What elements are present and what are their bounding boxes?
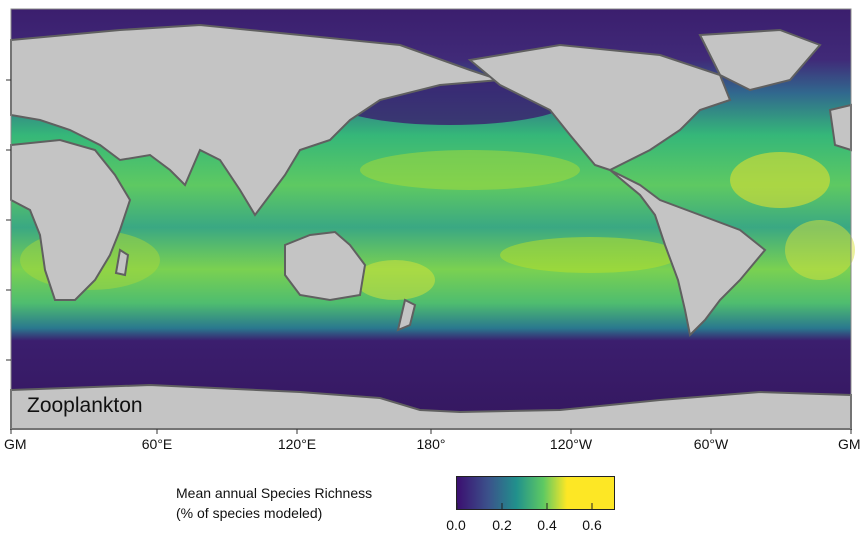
- legend-tick-3: 0.6: [582, 517, 602, 533]
- south-pacific-hotspot: [500, 237, 680, 273]
- lon-label-gm-west: GM: [4, 436, 27, 452]
- lon-label-60e: 60°E: [141, 436, 173, 452]
- legend-title-line2: (% of species modeled): [176, 505, 323, 521]
- legend-tick-2: 0.4: [537, 517, 557, 533]
- colorbar-gradient: [456, 477, 614, 509]
- colorbar: [456, 476, 615, 510]
- lon-label-gm-east: GM: [838, 436, 861, 452]
- legend-title-line1: Mean annual Species Richness: [176, 485, 373, 501]
- latitude-ticks: [6, 79, 11, 361]
- panel-label: Zooplankton: [27, 394, 143, 417]
- longitude-ticks: [10, 429, 852, 434]
- legend-tick-0: 0.0: [446, 517, 466, 533]
- north-atlantic-hotspot: [730, 152, 830, 208]
- lon-label-120w: 120°W: [549, 436, 593, 452]
- lon-label-180: 180°: [416, 436, 446, 452]
- legend-title: Mean annual Species Richness (% of speci…: [176, 483, 372, 523]
- south-atlantic-hotspot: [785, 220, 855, 280]
- legend-tick-1: 0.2: [492, 517, 512, 533]
- tasman-hotspot: [355, 260, 435, 300]
- lon-label-60w: 60°W: [693, 436, 729, 452]
- land: [10, 23, 852, 430]
- lon-label-120e: 120°E: [277, 436, 317, 452]
- north-pacific-hotspot: [360, 150, 580, 190]
